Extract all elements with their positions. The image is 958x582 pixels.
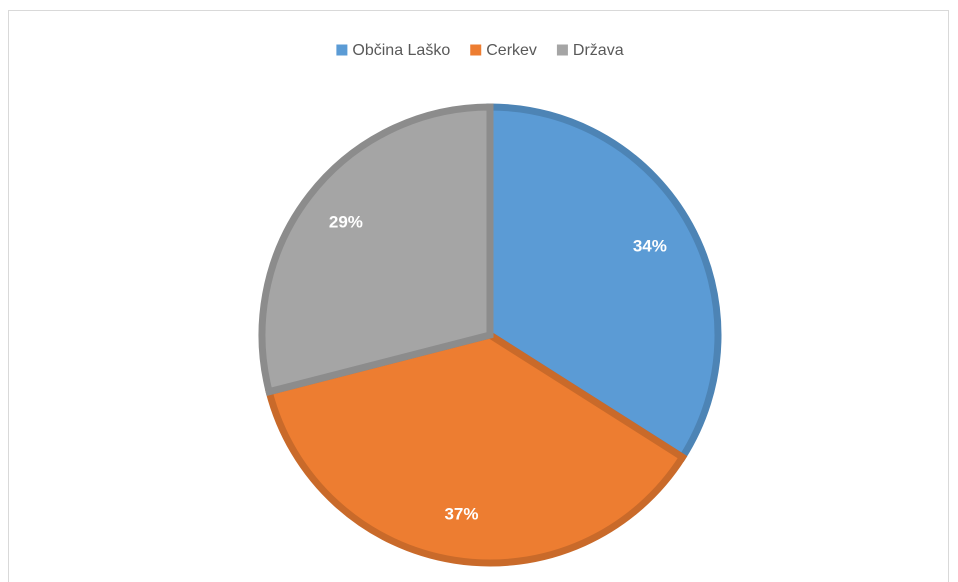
legend-label: Država [573,42,624,59]
legend-swatch [470,44,482,56]
legend-swatch [336,44,348,56]
data-labels: 34% 37% 29% [329,213,667,524]
legend-label: Cerkev [486,42,537,59]
legend-swatch [556,44,568,56]
pie-slice [264,331,688,567]
legend-label: Občina Laško [352,42,450,59]
pie [258,103,722,567]
pie-slice [258,103,494,396]
legend: Občina Laško Cerkev Država [336,42,624,59]
data-label: 29% [329,213,363,232]
data-label: 37% [444,505,478,524]
data-label: 34% [633,237,667,256]
